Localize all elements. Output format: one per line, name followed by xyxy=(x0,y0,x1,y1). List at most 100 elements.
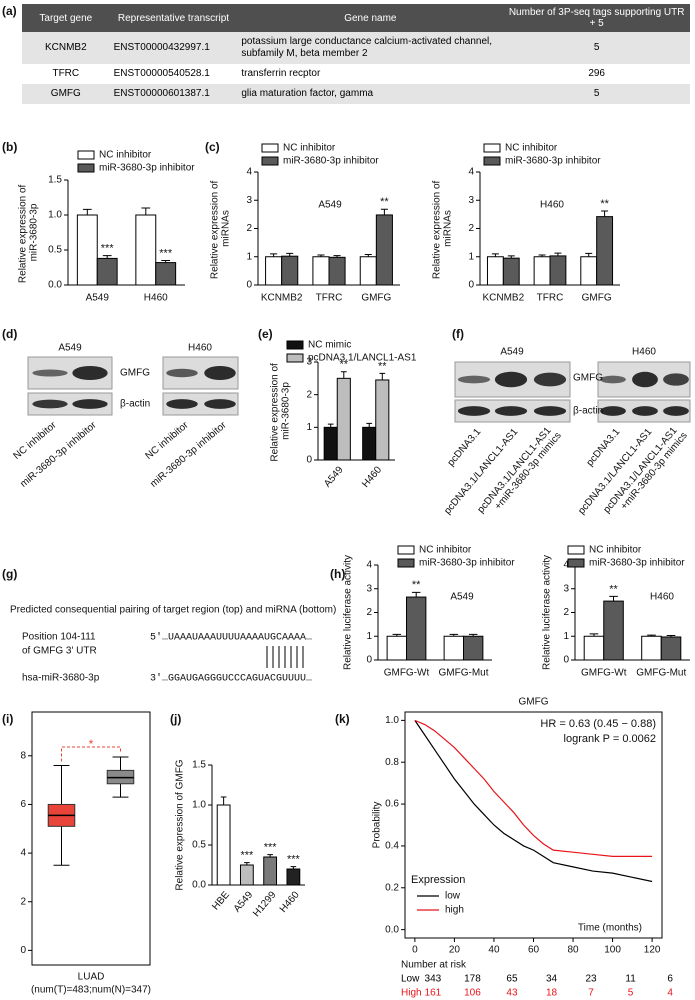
legend-label: NC inhibitor xyxy=(419,545,472,556)
x-tick-label: 40 xyxy=(488,945,500,956)
error-bar xyxy=(364,253,372,257)
y-tick-label: 4 xyxy=(563,560,569,571)
blot-band xyxy=(600,406,626,416)
legend-swatch xyxy=(567,558,585,568)
y-label: Relative expression of GMFG xyxy=(175,759,186,890)
annotation: HR = 0.63 (0.45 − 0.88) xyxy=(540,718,656,730)
error-bar xyxy=(327,423,334,428)
y-tick-label: 2 xyxy=(563,607,569,618)
table-cell: ENST00000540528.1 xyxy=(113,68,210,79)
panel-label: (d) xyxy=(2,327,17,341)
legend-swatch xyxy=(397,545,415,555)
x-tick-label: GMFG-Wt xyxy=(384,668,430,679)
bar xyxy=(312,256,330,286)
y-tick-label: 3 xyxy=(306,357,312,368)
risk-row-name: High xyxy=(401,988,422,999)
error-bar xyxy=(647,634,656,637)
blot-band xyxy=(166,368,198,378)
bar xyxy=(336,377,351,461)
y-tick-label: 1.0 xyxy=(48,210,62,221)
significance: *** xyxy=(240,850,254,862)
y-tick-label: 2 xyxy=(468,223,474,234)
gene-table: Target gene Representative transcript Ge… xyxy=(22,4,690,104)
y-tick-label: 2 xyxy=(306,389,312,400)
significance: *** xyxy=(101,243,115,255)
y-tick-label: 0 xyxy=(20,945,26,956)
y-tick-label: 0.0 xyxy=(48,280,62,291)
risk-value: 65 xyxy=(506,974,518,985)
bar xyxy=(386,635,407,661)
bar xyxy=(463,635,484,661)
blot-band xyxy=(533,372,567,387)
chart-title: A549 xyxy=(450,592,474,603)
risk-value: 18 xyxy=(546,988,558,999)
legend-label: NC inhibitor xyxy=(99,150,152,161)
y-tick-label: 1 xyxy=(246,251,252,262)
panel-label: (g) xyxy=(2,567,17,581)
table-cell: potassium large conductance calcium-acti… xyxy=(237,32,504,64)
table-cell: 5 xyxy=(503,84,690,104)
risk-value: 106 xyxy=(464,988,481,999)
bar xyxy=(596,216,614,286)
significance: ** xyxy=(609,583,618,595)
y-tick-label: 2 xyxy=(366,607,372,618)
risk-value: 6 xyxy=(667,974,673,985)
blot-band xyxy=(663,406,689,416)
seq-target-label: Position 104-111 xyxy=(22,632,96,643)
y-tick-label: 1.0 xyxy=(385,715,399,726)
blot-band xyxy=(494,371,528,388)
error-bar xyxy=(270,253,278,257)
bar xyxy=(641,635,662,661)
bar xyxy=(502,257,520,286)
significance: ** xyxy=(378,360,387,372)
x-tick-label: KCNMB2 xyxy=(482,293,524,304)
legend-label: miR-3680-3p inhibitor xyxy=(99,163,195,174)
legend-label: low xyxy=(445,891,461,902)
error-bar xyxy=(554,252,562,256)
y-tick-label: 0 xyxy=(563,655,569,666)
annotation: logrank P = 0.0062 xyxy=(564,733,656,745)
y-label: Relative luciferase activity xyxy=(542,555,553,670)
blot-band xyxy=(663,373,689,386)
panel-label: (j) xyxy=(170,712,181,726)
error-bar xyxy=(82,208,92,215)
panel-label: (f) xyxy=(452,327,464,341)
y-tick-label: 2 xyxy=(20,896,26,907)
y-tick-label: 4 xyxy=(468,167,474,178)
blot-band xyxy=(494,406,528,416)
significance: *** xyxy=(159,247,173,259)
table-header: Number of 3P-seq tags supporting UTR + 5 xyxy=(503,4,690,32)
y-tick-label: 0.0 xyxy=(385,924,399,935)
y-tick-label: 4 xyxy=(366,560,372,571)
bar xyxy=(486,256,504,286)
bar xyxy=(286,868,301,886)
lane-label: miR-3680-3p inhibitor xyxy=(18,419,99,489)
blot xyxy=(162,392,239,416)
error-bar xyxy=(380,208,388,215)
error-bar xyxy=(161,260,171,263)
risk-value: 343 xyxy=(425,974,442,985)
error-bar xyxy=(220,796,227,805)
y-tick-label: 0 xyxy=(306,455,312,466)
bar xyxy=(583,635,605,661)
bar xyxy=(263,856,278,886)
risk-value: 4 xyxy=(667,988,673,999)
protein-label: β-actin xyxy=(120,399,150,410)
bar xyxy=(375,379,390,461)
blot-band xyxy=(457,406,491,416)
bar xyxy=(443,635,464,661)
risk-value: 161 xyxy=(425,988,442,999)
x-tick-label: 20 xyxy=(449,945,461,956)
blot-band xyxy=(600,375,626,384)
error-bar xyxy=(244,862,250,865)
y-tick-label: 0 xyxy=(468,280,474,291)
x-label: LUAD xyxy=(78,972,105,983)
risk-value: 43 xyxy=(506,988,518,999)
y-tick-label: 8 xyxy=(20,750,26,761)
risk-value: 34 xyxy=(546,974,558,985)
seq-target-label: of GMFG 3' UTR xyxy=(22,646,97,657)
legend-swatch xyxy=(261,143,279,153)
bar xyxy=(660,636,682,661)
error-bar xyxy=(317,254,325,257)
